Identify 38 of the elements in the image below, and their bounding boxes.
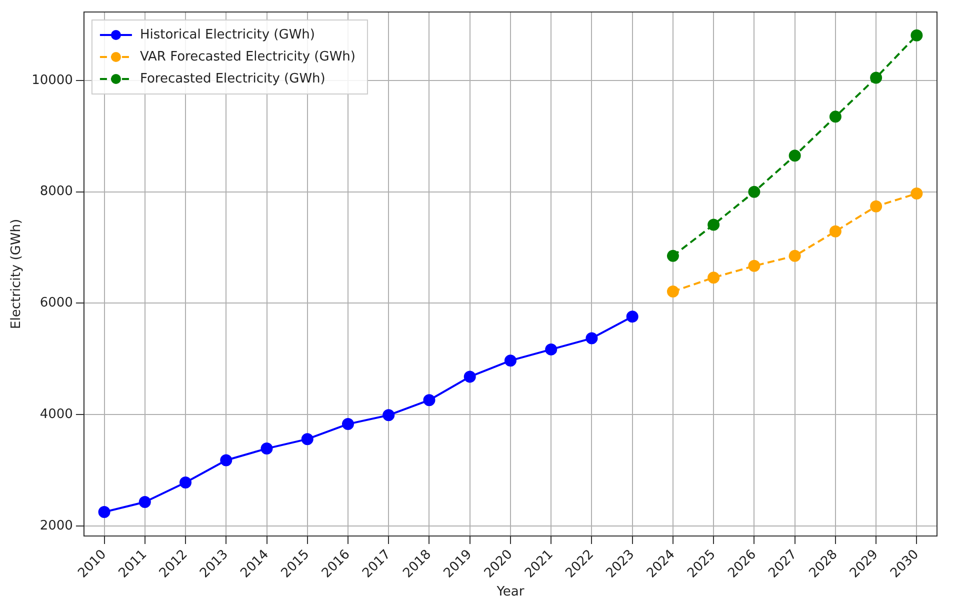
y-tick-label: 2000 — [40, 518, 73, 534]
point — [464, 370, 476, 383]
point — [910, 188, 923, 200]
point — [98, 506, 110, 518]
point — [260, 442, 273, 455]
point — [382, 409, 395, 422]
point — [545, 343, 558, 356]
y-tick-label: 4000 — [40, 406, 73, 422]
point — [910, 29, 923, 42]
legend-label: Historical Electricity (GWh) — [140, 27, 315, 42]
point — [829, 225, 842, 238]
y-axis-title: Electricity (GWh) — [9, 218, 24, 330]
point — [829, 110, 842, 123]
point — [666, 286, 679, 298]
point — [626, 310, 638, 323]
point — [342, 418, 354, 430]
y-tick-label: 10000 — [32, 72, 73, 88]
point — [748, 186, 760, 198]
point — [301, 433, 314, 446]
point — [748, 260, 760, 272]
point — [138, 496, 151, 508]
y-tick-label: 6000 — [40, 296, 73, 311]
point — [180, 476, 192, 489]
point — [220, 454, 232, 466]
point — [708, 272, 720, 284]
legend-label: VAR Forecasted Electricity (GWh) — [140, 49, 356, 64]
point — [870, 200, 882, 212]
point — [586, 332, 598, 344]
legend-label: Forecasted Electricity (GWh) — [140, 71, 326, 86]
point — [504, 354, 516, 367]
y-tick-label: 8000 — [40, 184, 73, 200]
point — [666, 250, 679, 262]
point — [870, 72, 882, 84]
point — [788, 150, 801, 162]
point — [788, 250, 801, 262]
point — [423, 394, 436, 406]
point — [708, 218, 720, 231]
x-axis-title: Year — [496, 584, 525, 600]
